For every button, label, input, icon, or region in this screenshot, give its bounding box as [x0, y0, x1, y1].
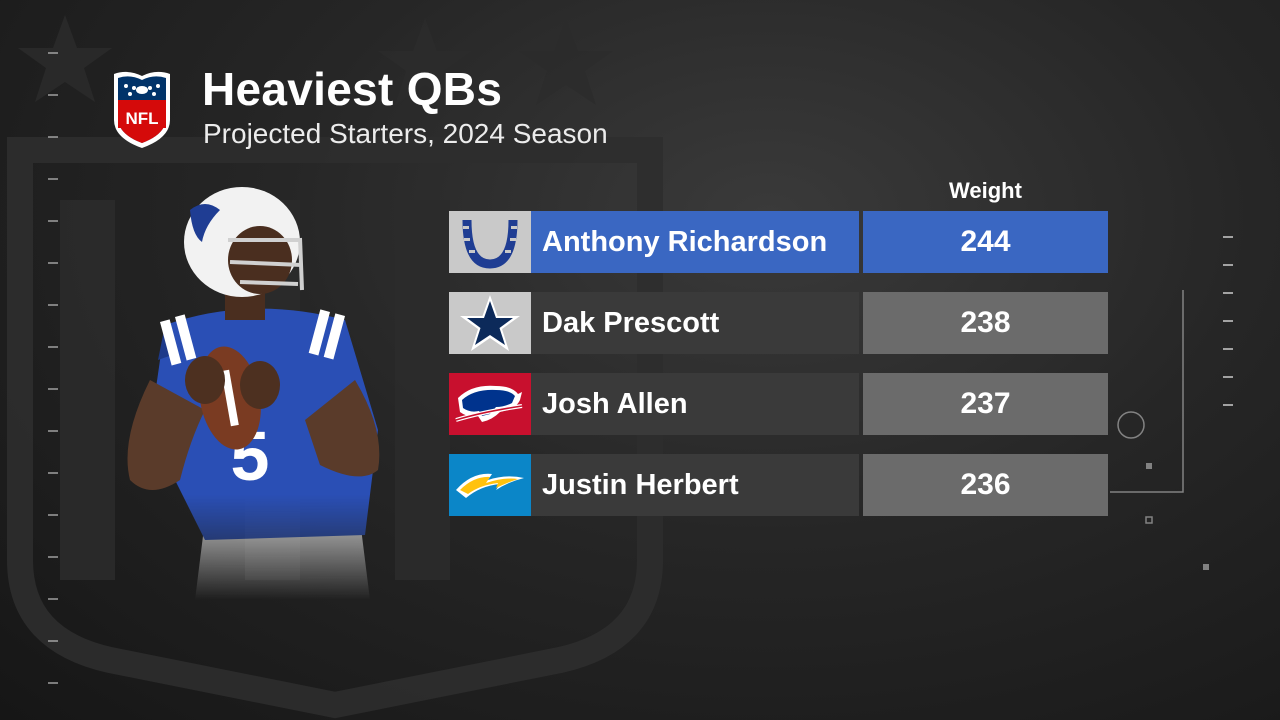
- player-name-cell: Anthony Richardson: [531, 211, 859, 273]
- player-name-cell: Josh Allen: [531, 373, 859, 435]
- table-row: Justin Herbert 236: [449, 454, 1108, 516]
- team-logo-cell: [449, 373, 531, 435]
- weight-cell: 237: [863, 373, 1108, 435]
- weight-cell: 244: [863, 211, 1108, 273]
- weight-cell: 238: [863, 292, 1108, 354]
- weight-value: 236: [960, 468, 1011, 501]
- table-row: Anthony Richardson 244: [449, 211, 1108, 273]
- table-row: Josh Allen 237: [449, 373, 1108, 435]
- colts-horseshoe-icon: [462, 219, 518, 269]
- player-name-cell: Justin Herbert: [531, 454, 859, 516]
- player-name: Josh Allen: [542, 387, 688, 420]
- player-name: Justin Herbert: [542, 468, 739, 501]
- table-row: Dak Prescott 238: [449, 292, 1108, 354]
- chargers-bolt-icon: [456, 473, 524, 498]
- team-logo-cell: [449, 292, 531, 354]
- weight-value: 237: [960, 387, 1011, 420]
- nfl-logo-text: NFL: [125, 109, 158, 128]
- player-name-cell: Dak Prescott: [531, 292, 859, 354]
- player-name: Dak Prescott: [542, 306, 720, 339]
- weight-cell: 236: [863, 454, 1108, 516]
- player-name: Anthony Richardson: [542, 225, 828, 258]
- player-photo: 5: [127, 187, 380, 600]
- weight-column-header: Weight: [949, 178, 1022, 203]
- weight-value: 238: [960, 306, 1011, 339]
- page-title: Heaviest QBs: [202, 63, 503, 115]
- team-logo-cell: [449, 454, 531, 516]
- bills-buffalo-icon: [455, 385, 523, 422]
- team-logo-cell: [449, 211, 531, 273]
- cowboys-star-icon: [460, 295, 520, 351]
- nfl-shield-icon: NFL: [114, 71, 170, 148]
- page-subtitle: Projected Starters, 2024 Season: [203, 118, 608, 149]
- weight-value: 244: [960, 225, 1011, 258]
